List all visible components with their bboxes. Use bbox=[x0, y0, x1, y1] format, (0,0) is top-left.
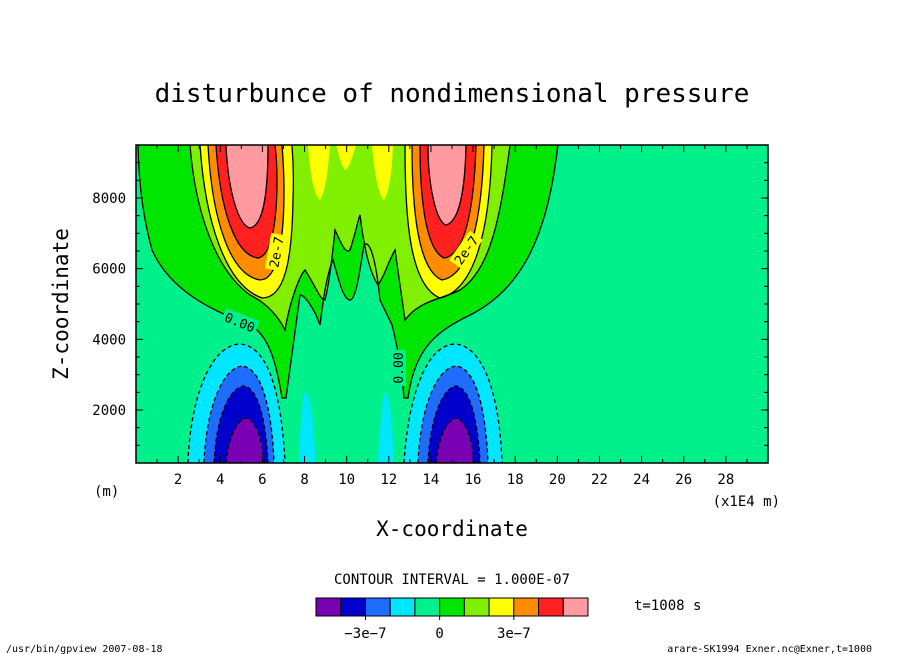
contour-1e7 bbox=[189, 145, 511, 333]
x-tick-label: 16 bbox=[465, 472, 482, 488]
x-tick-label: 2 bbox=[174, 472, 182, 488]
x-tick-label: 22 bbox=[591, 472, 608, 488]
x-tick-label: 26 bbox=[675, 472, 692, 488]
colorbar-swatch bbox=[414, 597, 441, 617]
x-tick-label: 28 bbox=[717, 472, 734, 488]
contour-neg4e7-right bbox=[435, 417, 475, 463]
x-tick-label: 18 bbox=[507, 472, 524, 488]
colorbar-swatch bbox=[340, 597, 366, 617]
contour-neg1e7-right bbox=[403, 343, 503, 463]
colorbar-swatch bbox=[562, 597, 589, 617]
x-tick-labels: 2 4 6 8 10 12 14 16 18 20 22 24 26 28 bbox=[174, 472, 734, 488]
contour-4e7-right bbox=[419, 145, 477, 259]
colorbar-swatch bbox=[488, 597, 515, 617]
band-neg4e7-left bbox=[226, 418, 264, 463]
x-tick-label: 8 bbox=[300, 472, 308, 488]
contour-neg3e7-right bbox=[427, 385, 481, 463]
contour-3e7-left bbox=[207, 145, 285, 281]
colorbar-labels: −3e−7 0 3e−7 bbox=[344, 616, 531, 642]
colorbar-swatch bbox=[439, 597, 465, 617]
colorbar-swatch bbox=[315, 597, 342, 617]
band-neg1e7-mid bbox=[299, 392, 394, 463]
contour-5e7-right bbox=[427, 145, 467, 226]
contour-neg2e7-left bbox=[203, 365, 275, 463]
x-unit-left: (m) bbox=[94, 484, 119, 500]
zero-contour bbox=[137, 145, 559, 399]
colorbar bbox=[315, 597, 589, 617]
negative-contours bbox=[187, 343, 503, 463]
footer-right: arare-SK1994_Exner.nc@Exner,t=1000 bbox=[667, 644, 872, 654]
time-label: t=1008 s bbox=[634, 598, 701, 614]
footer-left: /usr/bin/gpview 2007-08-18 bbox=[6, 644, 163, 654]
y-tick-label: 6000 bbox=[92, 262, 126, 278]
contour-neg1e7-left bbox=[187, 343, 286, 463]
band-2e7-mid bbox=[308, 145, 393, 200]
contour-neg3e7-left bbox=[213, 385, 269, 463]
contour-5e7-left bbox=[225, 145, 269, 229]
y-tick-label: 8000 bbox=[92, 191, 126, 207]
colorbar-swatch bbox=[364, 597, 391, 617]
y-axis-title: Z-coordinate bbox=[49, 228, 73, 380]
colorbar-tick-label: 3e−7 bbox=[497, 626, 531, 642]
contour-lines bbox=[137, 145, 559, 463]
band-5e7-right bbox=[428, 145, 466, 225]
x-axis-title: X-coordinate bbox=[376, 517, 528, 541]
y-tick-label: 4000 bbox=[92, 332, 126, 348]
x-tick-label: 14 bbox=[423, 472, 440, 488]
x-tick-label: 20 bbox=[549, 472, 566, 488]
contour-label-2e7-left: 2e-7 bbox=[267, 236, 287, 269]
x-tick-label: 6 bbox=[258, 472, 266, 488]
contour-label-group: 0.00 2e-7 0.00 2e-7 bbox=[220, 230, 483, 386]
band-5e7-left bbox=[226, 145, 268, 228]
x-tick-label: 4 bbox=[216, 472, 224, 488]
contour-2e7-left bbox=[199, 145, 295, 299]
colorbar-swatch bbox=[538, 597, 564, 617]
band-neg4e7-right bbox=[436, 418, 474, 463]
colorbar-swatch bbox=[463, 597, 490, 617]
chart-title: disturbunce of nondimensional pressure bbox=[155, 79, 750, 109]
x-unit-right: (x1E4 m) bbox=[713, 494, 780, 510]
contour-4e7-left bbox=[215, 145, 278, 259]
contour-interval: CONTOUR INTERVAL = 1.000E-07 bbox=[334, 572, 570, 588]
contour-neg4e7-left bbox=[225, 417, 265, 463]
contour-neg2e7-right bbox=[417, 365, 489, 463]
colorbar-swatch bbox=[513, 597, 540, 617]
contour-label-zero-right: 0.00 bbox=[392, 352, 407, 383]
contour-3e7-right bbox=[411, 145, 485, 281]
x-tick-label: 10 bbox=[338, 472, 355, 488]
colorbar-tick-label: 0 bbox=[435, 626, 443, 642]
axis-ticks bbox=[136, 145, 768, 463]
contour-2e7-right bbox=[404, 145, 493, 299]
colorbar-tick-label: −3e−7 bbox=[344, 626, 386, 642]
x-tick-label: 24 bbox=[633, 472, 650, 488]
x-tick-label: 12 bbox=[380, 472, 397, 488]
colorbar-swatch bbox=[389, 597, 416, 617]
y-tick-label: 2000 bbox=[92, 403, 126, 419]
y-tick-labels: 2000 4000 6000 8000 bbox=[92, 191, 126, 419]
plot-area: 0.00 2e-7 0.00 2e-7 bbox=[136, 145, 768, 463]
